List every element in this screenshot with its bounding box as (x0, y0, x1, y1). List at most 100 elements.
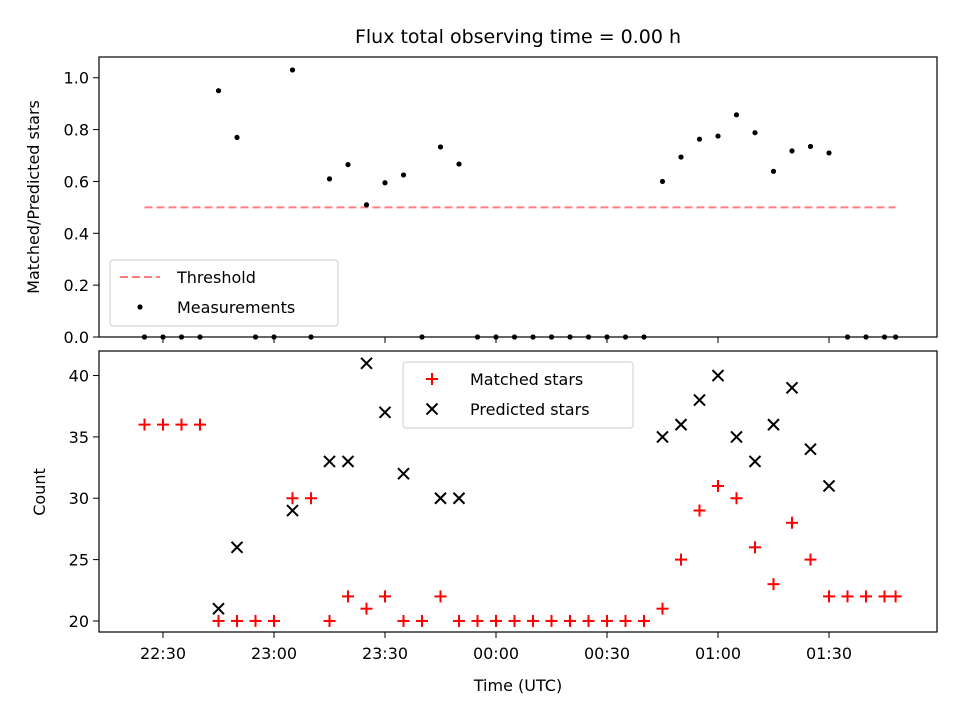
matched-star-point (582, 614, 595, 627)
matched-star-point (342, 590, 354, 603)
top-legend-box (109, 259, 339, 327)
predicted-star-point (804, 442, 817, 456)
matched-star-point (434, 590, 447, 603)
measurement-point (215, 88, 222, 94)
matched-star-point (249, 614, 262, 627)
measurement-point (289, 67, 296, 73)
top-y-tick-label: 0.6 (64, 172, 89, 191)
matched-star-point (453, 614, 465, 627)
top-y-axis-label: Matched/Predicted stars (24, 100, 43, 294)
matched-star-point (545, 614, 558, 627)
legend-predicted-swatch (425, 402, 439, 416)
matched-star-point (175, 418, 188, 431)
matched-star-point (656, 602, 669, 615)
measurement-point (345, 161, 351, 168)
legend-plus-marker (426, 373, 438, 385)
bottom-y-tick-label: 25 (69, 551, 89, 570)
predicted-star-point (286, 504, 299, 517)
bottom-marks (138, 357, 902, 627)
top-y-tick-label: 0.0 (64, 328, 89, 347)
bottom-plot-frame (98, 350, 938, 633)
predicted-star-point (748, 455, 762, 468)
measurement-point (400, 172, 407, 178)
predicted-star-point (397, 467, 410, 480)
matched-star-point (212, 614, 225, 627)
bottom-y-tick-label: 30 (69, 489, 89, 508)
measurement-point (234, 134, 240, 140)
matched-star-point (619, 614, 632, 627)
measurement-point (789, 148, 795, 154)
predicted-star-point (711, 369, 725, 382)
measurement-point (456, 161, 462, 167)
legend-predicted-label: Predicted stars (470, 400, 590, 419)
x-tick-label: 01:30 (806, 644, 852, 663)
top-plot-frame (98, 56, 938, 338)
matched-star-point (601, 614, 613, 627)
matched-star-point (157, 418, 169, 431)
matched-star-point (823, 590, 835, 603)
bottom-axes: 20 25 30 35 40 22:30 23:00 23:30 00:00 00:30 01:00… (69, 367, 852, 663)
predicted-star-point (693, 393, 706, 407)
predicted-star-point (822, 479, 836, 493)
predicted-star-point (452, 492, 466, 505)
top-y-tick-label: 0.2 (64, 276, 89, 295)
matched-star-point (138, 418, 151, 431)
matched-star-point (675, 553, 687, 566)
matched-star-point (841, 590, 854, 603)
predicted-star-point (730, 430, 743, 444)
legend-measurements-swatch (137, 304, 143, 310)
predicted-star-point (230, 541, 244, 554)
matched-star-point (564, 614, 576, 627)
predicted-star-point (378, 406, 392, 419)
matched-star-point (638, 614, 650, 627)
matched-star-point (730, 492, 743, 505)
measurement-point (326, 176, 333, 182)
legend-measurements-label: Measurements (177, 298, 295, 317)
matched-star-point (471, 614, 484, 627)
measurement-point (437, 144, 444, 150)
matched-star-point (712, 479, 724, 492)
top-marks (141, 67, 899, 340)
measurement-point (733, 112, 740, 118)
bottom-y-tick-label: 20 (69, 612, 89, 631)
predicted-star-point (323, 455, 336, 468)
predicted-star-point (341, 455, 355, 468)
matched-star-point (379, 590, 391, 603)
bottom-legend: Matched stars Predicted stars (402, 361, 634, 429)
bottom-legend-box (402, 361, 634, 429)
matched-star-point (693, 504, 706, 517)
measurement-point (659, 178, 666, 185)
matched-star-point (804, 553, 817, 566)
matched-star-point (878, 590, 891, 603)
matched-star-point (749, 541, 761, 554)
bottom-y-tick-label: 35 (69, 428, 89, 447)
x-tick-label: 22:30 (140, 644, 186, 663)
measurement-point (696, 136, 703, 142)
legend-x-marker (425, 402, 439, 416)
matched-star-point (767, 578, 780, 591)
measurement-point (826, 150, 832, 156)
matched-star-point (889, 590, 902, 603)
matched-star-point (416, 614, 428, 627)
predicted-star-point (212, 602, 225, 615)
top-y-tick-label: 0.8 (64, 121, 89, 140)
x-tick-label: 00:30 (584, 644, 630, 663)
x-tick-label: 01:00 (695, 644, 741, 663)
measurement-point (715, 133, 721, 139)
measurement-point (382, 180, 388, 186)
measurement-point (752, 130, 758, 136)
matched-star-point (286, 492, 299, 505)
measurement-point (363, 202, 370, 208)
chart-title: Flux total observing time = 0.00 h (355, 26, 681, 48)
predicted-star-point (674, 418, 688, 431)
top-axes: 0.0 0.2 0.4 0.6 0.8 1.0 (64, 69, 830, 347)
measurement-point (807, 143, 814, 150)
predicted-star-point (785, 381, 799, 395)
measurement-point (678, 154, 684, 160)
top-y-tick-label: 1.0 (64, 69, 89, 88)
predicted-star-point (360, 357, 373, 370)
measurement-point (770, 168, 777, 174)
predicted-star-point (434, 492, 447, 505)
legend-matched-swatch (426, 373, 438, 385)
matched-star-point (360, 602, 373, 615)
